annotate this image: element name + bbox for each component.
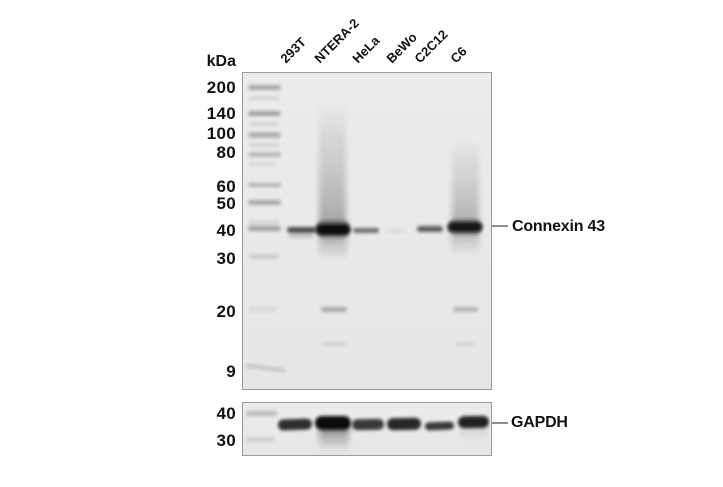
protein-band: [289, 234, 313, 238]
protein-band: [249, 96, 279, 100]
protein-band: [387, 417, 421, 431]
protein-band: [248, 85, 281, 90]
protein-band: [287, 227, 316, 233]
marker-label-200: 200: [206, 78, 236, 97]
protein-band: [248, 132, 281, 138]
protein-band: [352, 418, 384, 431]
protein-band: [245, 363, 285, 373]
protein-band: [249, 162, 277, 166]
lane-label-BeWo: BeWo: [383, 29, 420, 66]
marker-label-30: 30: [216, 249, 236, 268]
lane-label-C6: C6: [447, 43, 470, 66]
kda-unit-label: kDa: [206, 53, 236, 70]
protein-band: [248, 183, 281, 187]
protein-band: [455, 342, 475, 346]
protein-band: [248, 111, 281, 116]
marker-label-40: 40: [216, 404, 236, 423]
marker-label-60: 60: [216, 177, 236, 196]
marker-label-50: 50: [216, 194, 236, 213]
gapdh-blot-image: [246, 411, 489, 450]
protein-band: [278, 418, 312, 431]
band-smear: [452, 137, 479, 223]
lane-label-C2C12: C2C12: [411, 26, 451, 66]
marker-label-20: 20: [216, 302, 236, 321]
protein-band: [316, 224, 350, 235]
protein-band: [248, 226, 281, 231]
band-smear: [319, 100, 346, 224]
band-smear: [451, 233, 479, 255]
protein-band: [417, 226, 443, 232]
protein-band: [385, 229, 406, 233]
band-smear: [319, 236, 347, 260]
gapdh-band-label: GAPDH: [511, 414, 568, 431]
protein-band: [425, 421, 454, 431]
connexin43-band-label: Connexin 43: [512, 218, 605, 235]
protein-band: [458, 415, 489, 429]
protein-band: [246, 411, 277, 416]
gapdh-pointer-line: [491, 422, 508, 424]
protein-band: [321, 307, 347, 312]
connexin43-blot-panel: [242, 72, 492, 390]
protein-band: [353, 228, 379, 233]
lane-label-293T: 293T: [277, 34, 309, 66]
protein-band: [249, 221, 279, 224]
connexin43-blot-image: [245, 85, 483, 373]
protein-band: [248, 152, 281, 157]
protein-band: [249, 307, 277, 312]
protein-band: [249, 122, 279, 126]
band-smear: [461, 427, 487, 441]
marker-label-40: 40: [216, 221, 236, 240]
lane-label-HeLa: HeLa: [349, 32, 383, 66]
marker-label-9: 9: [226, 362, 236, 381]
marker-label-30: 30: [216, 431, 236, 450]
gapdh-blot-panel: [242, 402, 492, 456]
protein-band: [323, 342, 345, 346]
band-smear: [319, 427, 349, 450]
protein-band: [246, 437, 275, 442]
marker-label-140: 140: [206, 104, 236, 123]
protein-band: [453, 307, 478, 312]
protein-band: [248, 200, 281, 205]
protein-band: [249, 143, 279, 147]
marker-label-80: 80: [216, 143, 236, 162]
protein-band: [315, 416, 351, 430]
connexin43-pointer-line: [491, 225, 508, 227]
protein-band: [249, 254, 279, 259]
protein-band: [448, 222, 482, 232]
marker-label-100: 100: [206, 124, 236, 143]
